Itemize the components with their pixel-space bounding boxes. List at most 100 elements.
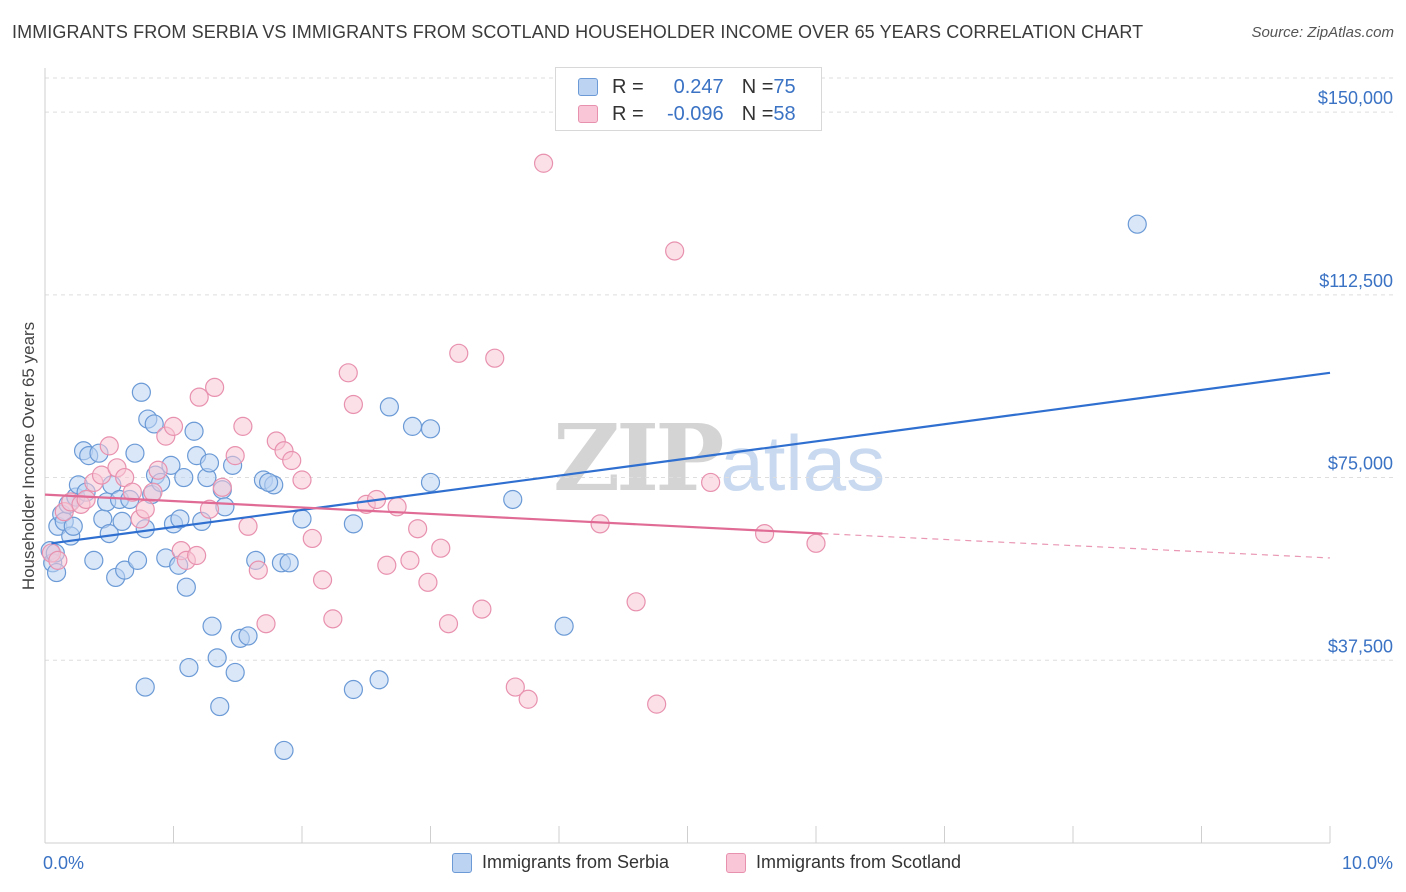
y-tick-label: $150,000 xyxy=(1318,88,1393,108)
point-scotland xyxy=(48,550,68,570)
legend-n-label: N = xyxy=(741,102,774,125)
point-scotland xyxy=(505,677,525,697)
point-serbia xyxy=(225,662,245,683)
point-serbia xyxy=(274,740,294,761)
point-scotland xyxy=(238,516,258,536)
point-scotland xyxy=(806,533,826,553)
point-serbia xyxy=(63,516,83,536)
point-serbia xyxy=(258,472,279,493)
point-serbia xyxy=(131,382,151,402)
legend-label-serbia: Immigrants from Serbia xyxy=(482,852,670,872)
point-scotland xyxy=(205,377,225,398)
source-label: Source: ZipAtlas.com xyxy=(1251,24,1394,41)
point-scotland xyxy=(377,555,397,575)
watermark-atlas: atlas xyxy=(720,419,886,507)
point-scotland xyxy=(647,694,667,714)
y-axis-title: Householder Income Over 65 years xyxy=(19,322,38,590)
x-tick-label: 0.0% xyxy=(43,853,84,873)
legend-n-value-scotland: 58 xyxy=(773,102,796,125)
point-scotland xyxy=(302,528,322,549)
trend-line-scotland xyxy=(44,493,823,535)
point-scotland xyxy=(292,470,312,490)
point-scotland xyxy=(472,599,492,619)
point-scotland xyxy=(256,614,276,634)
point-serbia xyxy=(127,550,148,570)
trend-lines xyxy=(44,371,1331,559)
point-scotland xyxy=(148,460,168,480)
legend-swatch-scotland xyxy=(578,105,598,123)
point-serbia xyxy=(170,509,190,529)
point-scotland xyxy=(187,545,207,566)
legend-r-value-scotland: -0.096 xyxy=(666,102,724,125)
point-serbia xyxy=(184,421,204,441)
point-serbia xyxy=(112,511,132,532)
point-serbia xyxy=(199,453,220,473)
point-scotland xyxy=(282,450,302,471)
point-serbia xyxy=(179,657,199,678)
legend-swatch-serbia xyxy=(578,78,598,96)
point-serbia xyxy=(207,648,227,668)
series-serbia xyxy=(40,214,1147,761)
point-scotland xyxy=(431,538,451,558)
point-scotland xyxy=(233,416,253,436)
point-serbia xyxy=(125,443,145,463)
point-serbia xyxy=(238,626,258,646)
point-scotland xyxy=(665,241,685,261)
point-scotland xyxy=(626,592,646,612)
point-scotland xyxy=(485,348,505,368)
legend-n-label: N = xyxy=(741,75,774,98)
point-scotland xyxy=(338,363,358,383)
point-scotland xyxy=(449,343,469,363)
chart-title: IMMIGRANTS FROM SERBIA VS IMMIGRANTS FRO… xyxy=(12,22,1144,42)
point-scotland xyxy=(248,560,268,580)
point-scotland xyxy=(533,153,554,173)
axis-labels: $37,500 $75,000 $112,500 $150,000 0.0% 10.0% H… xyxy=(19,88,1393,873)
legend-r-label: R = xyxy=(612,102,644,125)
point-scotland xyxy=(135,499,155,519)
trend-line-scotland-extension xyxy=(822,532,1331,559)
point-serbia xyxy=(292,509,312,529)
point-scotland xyxy=(143,482,163,502)
legend-row-scotland: R = -0.096 N = 58 xyxy=(578,101,796,127)
point-scotland xyxy=(518,689,538,709)
point-serbia xyxy=(554,616,574,636)
series-legend: Immigrants from Serbia Immigrants from S… xyxy=(0,852,1406,878)
point-serbia xyxy=(1127,214,1147,234)
point-serbia xyxy=(84,550,104,570)
point-serbia xyxy=(135,677,155,697)
point-scotland xyxy=(343,394,363,415)
legend-n-value-serbia: 75 xyxy=(773,75,796,98)
point-scotland xyxy=(199,499,220,519)
trend-line-serbia xyxy=(51,371,1331,545)
legend-item-serbia[interactable]: Immigrants from Serbia xyxy=(452,852,669,873)
point-serbia xyxy=(279,553,299,573)
point-scotland xyxy=(323,609,343,629)
point-scotland xyxy=(163,416,184,436)
legend-label-scotland: Immigrants from Scotland xyxy=(756,852,962,872)
point-scotland xyxy=(418,572,438,592)
point-scotland xyxy=(99,436,119,456)
point-serbia xyxy=(343,679,363,700)
correlation-legend: R = 0.247 N = 75 R = -0.096 N = 58 xyxy=(555,67,822,131)
point-serbia xyxy=(115,560,135,580)
point-serbia xyxy=(202,616,222,636)
legend-swatch-scotland xyxy=(726,852,746,873)
point-serbia xyxy=(369,670,389,690)
y-tick-label: $112,500 xyxy=(1319,271,1393,291)
point-scotland xyxy=(189,387,209,407)
watermark: ZIPatlas xyxy=(553,404,885,512)
legend-item-scotland[interactable]: Immigrants from Scotland xyxy=(726,852,961,873)
point-serbia xyxy=(420,419,441,439)
point-scotland xyxy=(438,614,459,634)
point-scotland xyxy=(754,523,775,544)
point-serbia xyxy=(176,577,196,597)
point-serbia xyxy=(343,514,363,534)
legend-row-serbia: R = 0.247 N = 75 xyxy=(578,74,796,100)
point-serbia xyxy=(402,416,423,436)
point-scotland xyxy=(408,519,428,539)
legend-swatch-serbia xyxy=(452,852,472,873)
legend-r-value-serbia: 0.247 xyxy=(673,75,724,98)
point-serbia xyxy=(379,397,399,417)
point-scotland xyxy=(91,465,112,485)
